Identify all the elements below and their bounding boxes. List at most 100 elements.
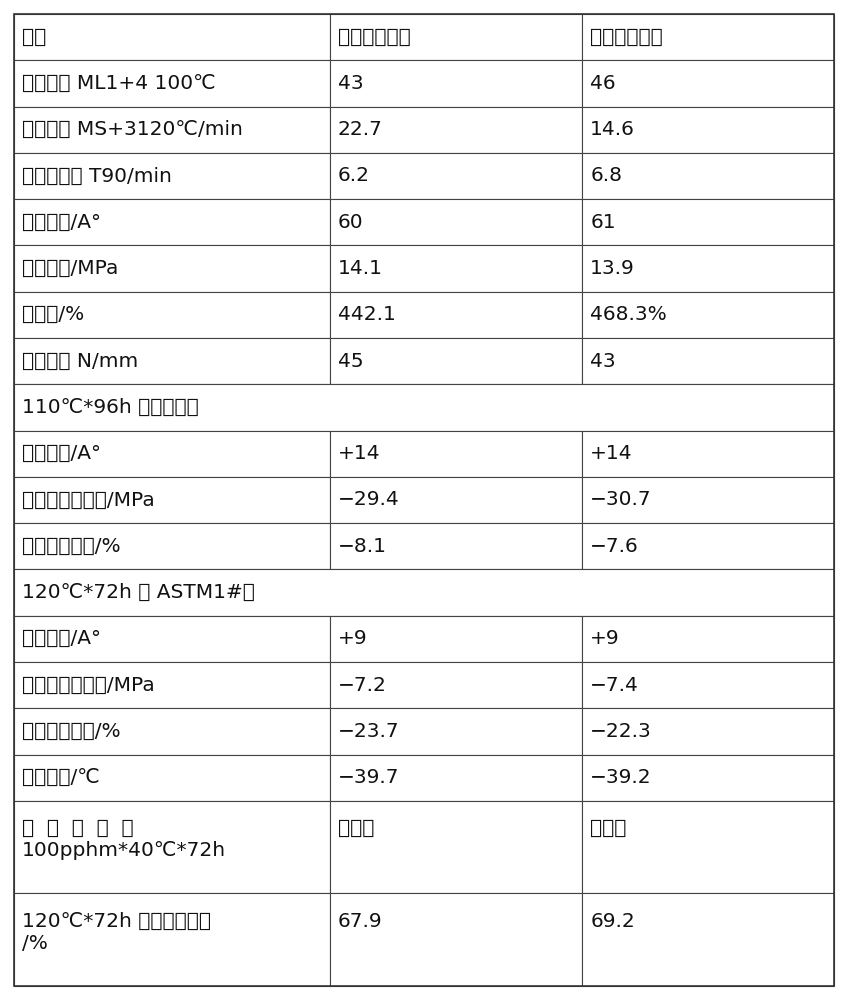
Text: −39.7: −39.7: [338, 768, 399, 787]
Text: 43: 43: [590, 352, 616, 371]
Bar: [330, 431, 583, 477]
Text: 伸长率/%: 伸长率/%: [22, 305, 84, 324]
Text: 13.9: 13.9: [590, 259, 635, 278]
Bar: [330, 616, 583, 662]
Bar: [583, 523, 834, 569]
Bar: [14, 338, 330, 384]
Bar: [583, 708, 834, 755]
Bar: [330, 477, 583, 523]
Text: −7.6: −7.6: [590, 537, 639, 556]
Text: −7.4: −7.4: [590, 676, 639, 695]
Bar: [330, 893, 583, 986]
Text: 硬度变化/A°: 硬度变化/A°: [22, 444, 101, 463]
Bar: [330, 755, 583, 801]
Text: +9: +9: [590, 629, 620, 648]
Bar: [330, 60, 583, 107]
Text: 焦烧时间 MS+3120℃/min: 焦烧时间 MS+3120℃/min: [22, 120, 243, 139]
Bar: [14, 569, 834, 616]
Text: −8.1: −8.1: [338, 537, 387, 556]
Bar: [14, 292, 330, 338]
Bar: [583, 199, 834, 245]
Text: 硬度变化/A°: 硬度变化/A°: [22, 629, 101, 648]
Bar: [330, 14, 583, 60]
Text: 14.6: 14.6: [590, 120, 635, 139]
Text: +14: +14: [338, 444, 380, 463]
Bar: [14, 616, 330, 662]
Text: 61: 61: [590, 213, 616, 232]
Bar: [583, 801, 834, 893]
Text: 正硫化时间 T90/min: 正硫化时间 T90/min: [22, 166, 172, 185]
Bar: [14, 801, 330, 893]
Bar: [14, 893, 330, 986]
Bar: [14, 523, 330, 569]
Bar: [14, 755, 330, 801]
Text: 110℃*96h 老化后性能: 110℃*96h 老化后性能: [22, 398, 198, 417]
Bar: [14, 245, 330, 292]
Text: 120℃*72h 压缩永久变形
/%: 120℃*72h 压缩永久变形 /%: [22, 912, 211, 953]
Bar: [330, 801, 583, 893]
Bar: [583, 14, 834, 60]
Bar: [330, 338, 583, 384]
Bar: [330, 245, 583, 292]
Text: 60: 60: [338, 213, 363, 232]
Text: −29.4: −29.4: [338, 490, 399, 509]
Text: 拉伸强度变化率/MPa: 拉伸强度变化率/MPa: [22, 490, 154, 509]
Bar: [14, 431, 330, 477]
Text: 46: 46: [590, 74, 616, 93]
Bar: [583, 292, 834, 338]
Text: 项目: 项目: [22, 28, 47, 47]
Bar: [14, 60, 330, 107]
Text: 22.7: 22.7: [338, 120, 382, 139]
Text: 门尼粘度 ML1+4 100℃: 门尼粘度 ML1+4 100℃: [22, 74, 215, 93]
Text: 耐  动  态  臭  氧
100pphm*40℃*72h: 耐 动 态 臭 氧 100pphm*40℃*72h: [22, 819, 226, 860]
Text: 伸长率变化率/%: 伸长率变化率/%: [22, 537, 120, 556]
Text: 正常混炼工艺: 正常混炼工艺: [590, 28, 663, 47]
Bar: [14, 662, 330, 708]
Bar: [330, 292, 583, 338]
Text: −30.7: −30.7: [590, 490, 652, 509]
Bar: [583, 755, 834, 801]
Text: 拉伸强度变化率/MPa: 拉伸强度变化率/MPa: [22, 676, 154, 695]
Bar: [14, 14, 330, 60]
Text: +9: +9: [338, 629, 367, 648]
Bar: [583, 662, 834, 708]
Text: 伸长率变化率/%: 伸长率变化率/%: [22, 722, 120, 741]
Bar: [583, 893, 834, 986]
Text: 468.3%: 468.3%: [590, 305, 667, 324]
Text: +14: +14: [590, 444, 633, 463]
Text: 6.8: 6.8: [590, 166, 622, 185]
Text: −7.2: −7.2: [338, 676, 387, 695]
Bar: [330, 107, 583, 153]
Text: 撕裂强度 N/mm: 撕裂强度 N/mm: [22, 352, 138, 371]
Text: 无龟裂: 无龟裂: [338, 819, 374, 838]
Text: −39.2: −39.2: [590, 768, 652, 787]
Bar: [330, 662, 583, 708]
Bar: [330, 523, 583, 569]
Bar: [14, 107, 330, 153]
Bar: [583, 107, 834, 153]
Bar: [583, 338, 834, 384]
Bar: [330, 708, 583, 755]
Bar: [583, 60, 834, 107]
Text: 14.1: 14.1: [338, 259, 382, 278]
Text: 442.1: 442.1: [338, 305, 395, 324]
Text: 120℃*72h 耐 ASTM1#油: 120℃*72h 耐 ASTM1#油: [22, 583, 255, 602]
Bar: [583, 153, 834, 199]
Bar: [14, 708, 330, 755]
Bar: [583, 431, 834, 477]
Text: 43: 43: [338, 74, 363, 93]
Text: 6.2: 6.2: [338, 166, 370, 185]
Text: 45: 45: [338, 352, 363, 371]
Bar: [330, 153, 583, 199]
Text: −22.3: −22.3: [590, 722, 652, 741]
Text: 无龟裂: 无龟裂: [590, 819, 627, 838]
Bar: [14, 199, 330, 245]
Bar: [330, 199, 583, 245]
Bar: [583, 245, 834, 292]
Bar: [14, 384, 834, 431]
Text: 邵氏硬度/A°: 邵氏硬度/A°: [22, 213, 101, 232]
Text: −23.7: −23.7: [338, 722, 399, 741]
Bar: [14, 477, 330, 523]
Text: 脆性温度/℃: 脆性温度/℃: [22, 768, 100, 787]
Text: 试验混炼工艺: 试验混炼工艺: [338, 28, 410, 47]
